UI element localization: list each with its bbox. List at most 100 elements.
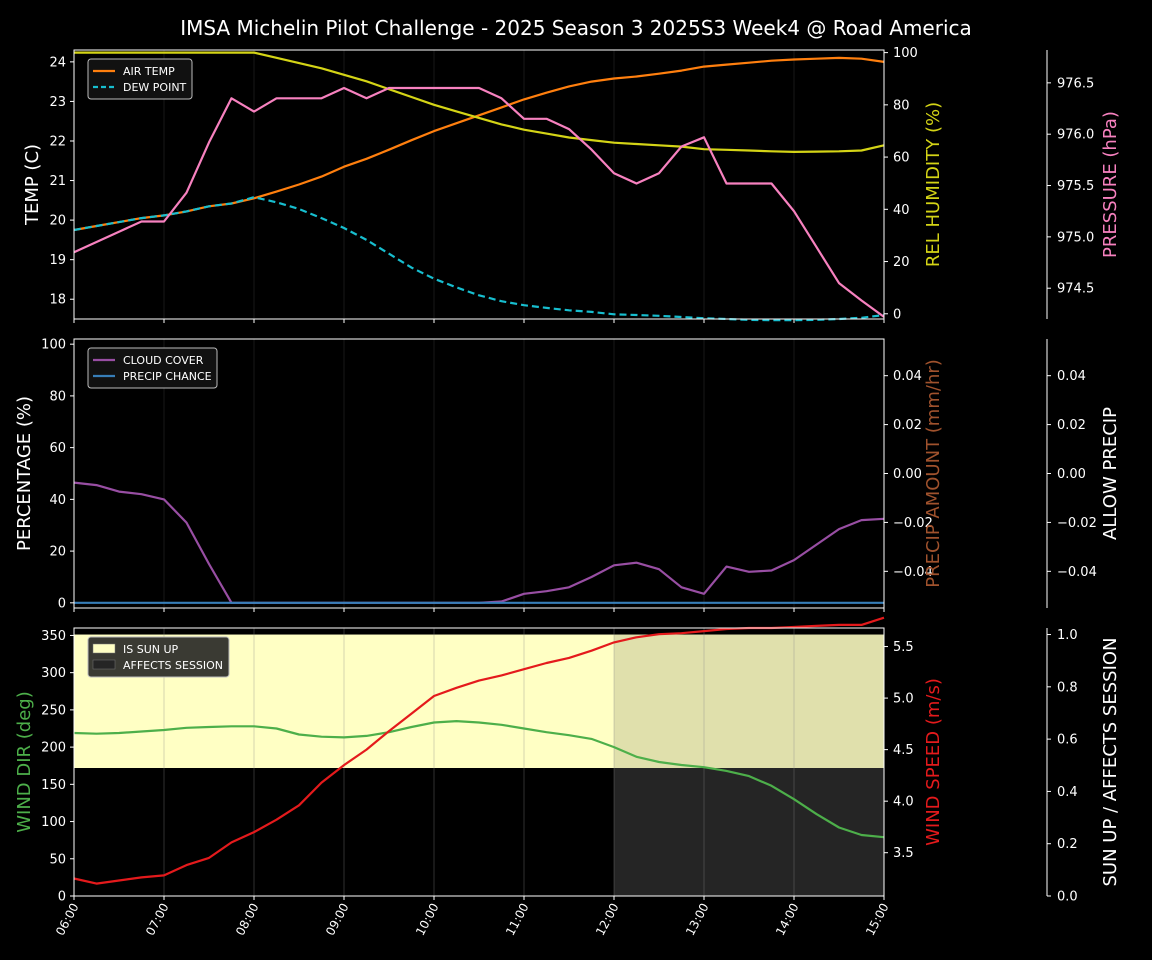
series-line-left [73,719,885,839]
legend-label: DEW POINT [123,81,187,94]
left-axis-label: PERCENTAGE (%) [14,396,35,551]
right2-tick-label: 0.00 [1057,467,1086,482]
left-tick-label: 350 [41,629,66,644]
cloud-precip-panel: 0 20 40 60 80 100 PERCENTAGE (%) −0.04 −0.02 0.00… [14,338,1121,612]
wind-sun-panel: 0 50 100 150 200 250 300 350 WIND DIR (deg) 3.5 4.… [14,616,1121,905]
right-tick-label: 20 [893,255,910,270]
right-tick-label: 4.5 [893,743,914,758]
left-axis-label: TEMP (C) [22,144,43,226]
right2-axis-label: SUN UP / AFFECTS SESSION [1100,637,1121,886]
left-tick-label: 100 [41,815,66,830]
right2-tick-label: −0.04 [1057,565,1097,580]
x-tick-label: 13:00 [683,901,712,938]
legend-box [87,347,218,389]
left-tick-label: 150 [41,778,66,793]
series-line-right-2 [73,86,885,318]
right2-axis-label: ALLOW PRECIP [1100,407,1121,540]
x-tick-label: 14:00 [773,901,802,938]
legend-label: PRECIP CHANCE [123,370,212,383]
right2-tick-label: 1.0 [1057,628,1078,643]
right2-tick-label: 0.02 [1057,418,1086,433]
legend: IS SUN UP AFFECTS SESSION [87,636,230,678]
plot-frame [73,49,885,320]
x-tick-label: 09:00 [323,901,352,938]
plot-frame [73,627,885,897]
right2-tick-label: 0.6 [1057,733,1078,748]
x-tick-label: 06:00 [53,901,82,938]
right-tick-label: 3.5 [893,846,914,861]
right-tick-label: 0.04 [893,369,922,384]
affects-session-overlay [614,634,884,768]
right2-tick-label: 0.2 [1057,837,1078,852]
right2-tick-label: 976.0 [1057,128,1094,143]
x-tick-label: 15:00 [863,901,892,938]
right-tick-label: 0.02 [893,418,922,433]
chart-title: IMSA Michelin Pilot Challenge - 2025 Sea… [180,16,972,40]
legend-box [87,636,230,678]
left-tick-label: 20 [49,214,66,229]
right2-tick-label: −0.02 [1057,516,1097,531]
right2-tick-label: 0.04 [1057,369,1086,384]
left-tick-label: 40 [49,493,66,508]
left-tick-label: 60 [49,441,66,456]
left-tick-label: 23 [49,95,66,110]
x-tick-label: 08:00 [233,901,262,938]
left-tick-label: 300 [41,666,66,681]
right2-tick-label: 976.5 [1057,76,1094,91]
right-tick-label: 0.00 [893,467,922,482]
left-tick-label: 22 [49,134,66,149]
right2-tick-label: 975.0 [1057,230,1094,245]
left-tick-label: 19 [49,253,66,268]
right2-tick-label: 0.4 [1057,785,1078,800]
right-tick-label: 80 [893,98,910,113]
plot-frame [73,338,885,609]
right2-tick-label: 974.5 [1057,282,1094,297]
legend-box [87,58,193,100]
legend-label: IS SUN UP [123,643,179,656]
legend-label: CLOUD COVER [123,354,204,367]
right-axis-label: PRECIP AMOUNT (mm/hr) [923,359,944,588]
right2-tick-label: 975.5 [1057,179,1094,194]
x-tick-label: 12:00 [593,901,622,938]
right2-tick-label: 0.8 [1057,680,1078,695]
right-tick-label: 5.0 [893,692,914,707]
right-tick-label: 5.5 [893,640,914,655]
left-tick-label: 100 [41,338,66,353]
left-tick-label: 250 [41,703,66,718]
right-tick-label: 100 [893,46,918,61]
legend-label: AFFECTS SESSION [123,659,223,672]
left-tick-label: 0 [58,596,66,611]
left-axis-label: WIND DIR (deg) [14,691,35,833]
right-tick-label: 60 [893,151,910,166]
left-tick-label: 24 [49,55,66,70]
left-tick-label: 80 [49,389,66,404]
affects-session-band [614,768,884,896]
series-line-dew-point [73,196,885,322]
temperature-humidity-pressure-panel: 18 19 20 21 22 23 24 TEMP (C) 0 20 40 60 80 100 REL HU… [22,46,1121,322]
left-tick-label: 50 [49,852,66,867]
legend-label: AIR TEMP [123,65,175,78]
legend-swatch [92,659,116,670]
right-axis-label: WIND SPEED (m/s) [923,678,944,846]
series-line-right-1 [74,51,885,153]
right-tick-label: 0 [893,307,901,322]
x-tick-label: 11:00 [503,901,532,938]
legend: AIR TEMP DEW POINT [87,58,193,100]
legend-swatch [92,643,116,654]
right-axis-label: REL HUMIDITY (%) [923,102,944,267]
legend: CLOUD COVER PRECIP CHANCE [87,347,218,389]
x-tick-label: 07:00 [143,901,172,938]
right2-tick-label: 0.0 [1057,890,1078,905]
x-tick-label: 10:00 [413,901,442,938]
right-tick-label: −0.02 [893,516,933,531]
right-tick-label: 40 [893,203,910,218]
left-tick-label: 200 [41,741,66,756]
right-tick-label: 4.0 [893,795,914,810]
left-tick-label: 21 [49,174,66,189]
left-tick-label: 18 [49,293,66,308]
left-tick-label: 20 [49,545,66,560]
left-tick-label: 0 [58,890,66,905]
right2-axis-label: PRESSURE (hPa) [1100,111,1121,258]
right-tick-label: −0.04 [893,565,933,580]
